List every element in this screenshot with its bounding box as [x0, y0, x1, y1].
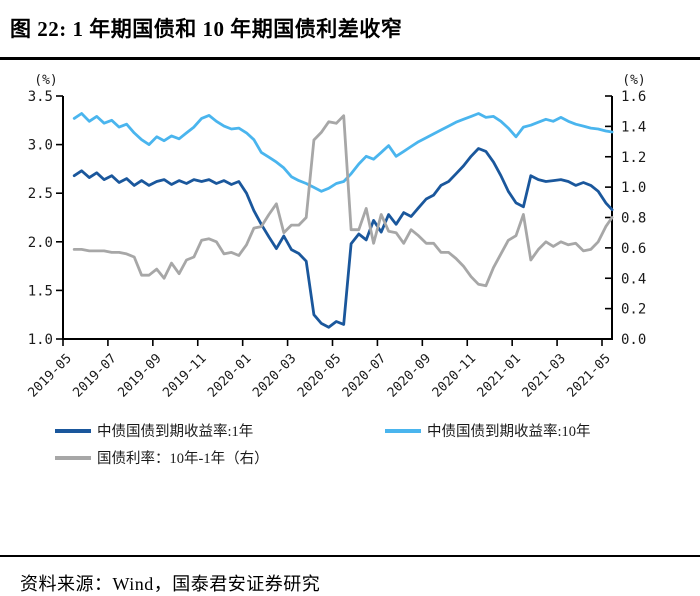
whitespace	[0, 471, 700, 555]
legend-label-spread: 国债利率：10年-1年（右）	[97, 451, 269, 467]
right-axis-tick-label: 0.6	[621, 241, 646, 257]
legend-swatch-1y-icon	[55, 428, 91, 433]
x-axis-tick-label: 2019-09	[115, 351, 164, 400]
right-axis-tick-label: 1.6	[621, 89, 646, 105]
figure-title: 图 22: 1 年期国债和 10 年期国债利差收窄	[10, 17, 403, 41]
chart-area: (%) (%) 3.5 3.0 2.5 2.0 1.5 1.0 1.6 1.4 1.2 1.0 0.…	[0, 60, 700, 415]
title-divider	[0, 57, 700, 60]
x-axis-tick-label: 2019-07	[70, 351, 119, 400]
right-axis-tick-label: 0.8	[621, 211, 646, 227]
left-axis-tick-label: 3.5	[28, 89, 53, 105]
right-axis-tick-label: 1.0	[621, 180, 646, 196]
x-axis-tick-label: 2019-05	[25, 351, 74, 400]
legend-swatch-10y-icon	[385, 428, 421, 433]
x-axis-tick-label: 2019-11	[160, 351, 209, 400]
series-line-1	[72, 112, 614, 193]
legend-item-10y-yield: 中债国债到期收益率:10年	[385, 420, 591, 441]
legend-row: 中债国债到期收益率:1年 中债国债到期收益率:10年	[55, 417, 700, 444]
legend-swatch-spread-icon	[55, 455, 91, 460]
legend-label-10y: 中债国债到期收益率:10年	[427, 424, 591, 440]
x-axis-tick-label: 2020-11	[430, 351, 479, 400]
x-axis-tick-label: 2020-05	[295, 351, 344, 400]
left-axis-tick-label: 1.5	[28, 283, 53, 299]
right-axis-tick-label: 0.4	[621, 271, 646, 287]
line-chart: (%) (%) 3.5 3.0 2.5 2.0 1.5 1.0 1.6 1.4 1.2 1.0 0.…	[25, 73, 646, 401]
series-line-2	[72, 114, 614, 288]
legend-item-1y-yield: 中债国债到期收益率:1年	[55, 420, 385, 441]
bottom-divider	[0, 555, 700, 557]
legend-row: 国债利率：10年-1年（右）	[55, 444, 700, 471]
x-axis-tick-label: 2021-01	[475, 351, 524, 400]
chart-legend: 中债国债到期收益率:1年 中债国债到期收益率:10年 国债利率：10年-1年（右…	[0, 415, 700, 471]
x-axis-tick-label: 2020-07	[340, 351, 389, 400]
data-source-note: 资料来源：Wind，国泰君安证券研究	[20, 574, 321, 594]
left-axis-tick-label: 3.0	[28, 138, 53, 154]
legend-label-1y: 中债国债到期收益率:1年	[97, 424, 254, 440]
x-axis-tick-label: 2021-05	[564, 351, 613, 400]
left-axis-tick-label: 2.0	[28, 235, 53, 251]
right-axis-tick-label: 0.2	[621, 302, 646, 318]
x-axis-tick-label: 2020-09	[385, 351, 434, 400]
left-axis-tick-label: 2.5	[28, 186, 53, 202]
right-axis-unit: (%)	[622, 73, 645, 88]
series-group	[72, 112, 614, 329]
right-axis-tick-label: 1.4	[621, 119, 646, 135]
left-axis-tick-label: 1.0	[28, 332, 53, 348]
x-axis-tick-label: 2021-03	[520, 351, 569, 400]
x-axis-tick-label: 2020-01	[205, 351, 254, 400]
right-axis-tick-label: 1.2	[621, 150, 646, 166]
right-axis-tick-label: 0.0	[621, 332, 646, 348]
x-axis-tick-label: 2020-03	[250, 351, 299, 400]
legend-item-spread: 国债利率：10年-1年（右）	[55, 447, 385, 468]
series-line-0	[72, 147, 614, 329]
left-axis-unit: (%)	[34, 73, 57, 88]
